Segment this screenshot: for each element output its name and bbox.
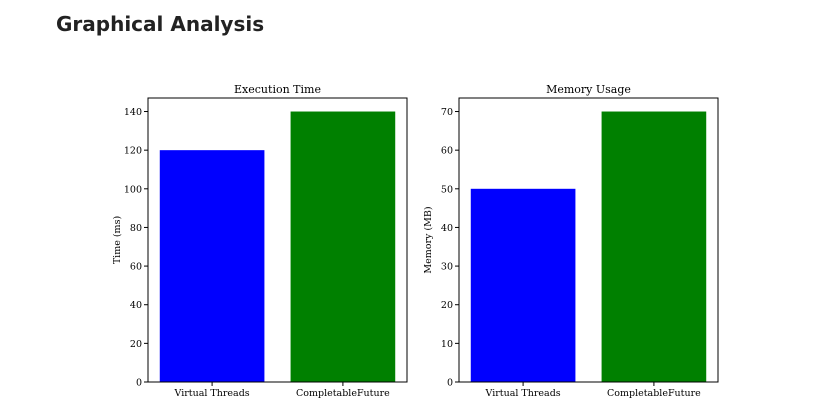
axes-frame <box>147 97 408 383</box>
y-tick-label: 0 <box>447 378 453 389</box>
chart-title: Execution Time <box>234 83 321 96</box>
y-tick-label: 70 <box>441 107 453 118</box>
x-tick-label-completablefuture: CompletableFuture <box>296 388 390 399</box>
bar-completablefuture <box>290 111 396 383</box>
y-tick-label: 10 <box>441 339 453 350</box>
bar-completablefuture <box>601 111 707 383</box>
execution-time-chart: 0 20 40 60 80 100 120 140 Virtual Threads Complet… <box>112 83 408 399</box>
y-tick-label: 20 <box>441 300 453 311</box>
x-tick-label-virtual-threads: Virtual Threads <box>174 388 250 399</box>
bar-virtual-threads <box>159 150 265 382</box>
y-tick-label: 30 <box>441 262 453 273</box>
y-tick-label: 60 <box>130 262 142 273</box>
y-tick-label: 120 <box>124 146 142 157</box>
y-tick-label: 60 <box>441 146 453 157</box>
y-tick-label: 40 <box>441 223 453 234</box>
chart-title: Memory Usage <box>546 83 631 96</box>
y-tick-label: 20 <box>130 339 142 350</box>
y-axis-label: Time (ms) <box>112 216 123 264</box>
y-axis-label: Memory (MB) <box>423 206 434 273</box>
y-tick-label: 50 <box>441 184 453 195</box>
memory-usage-chart: 0 10 20 30 40 50 60 70 Virtual Threads Completabl… <box>423 83 719 399</box>
y-tick-label: 100 <box>124 184 142 195</box>
page-heading: Graphical Analysis <box>56 12 265 36</box>
y-tick-label: 0 <box>136 378 142 389</box>
y-tick-label: 140 <box>124 107 142 118</box>
x-tick-label-virtual-threads: Virtual Threads <box>485 388 561 399</box>
y-tick-label: 80 <box>130 223 142 234</box>
x-tick-label-completablefuture: CompletableFuture <box>607 388 701 399</box>
y-tick-label: 40 <box>130 300 142 311</box>
bar-virtual-threads <box>470 188 576 382</box>
axes-frame <box>458 97 719 383</box>
